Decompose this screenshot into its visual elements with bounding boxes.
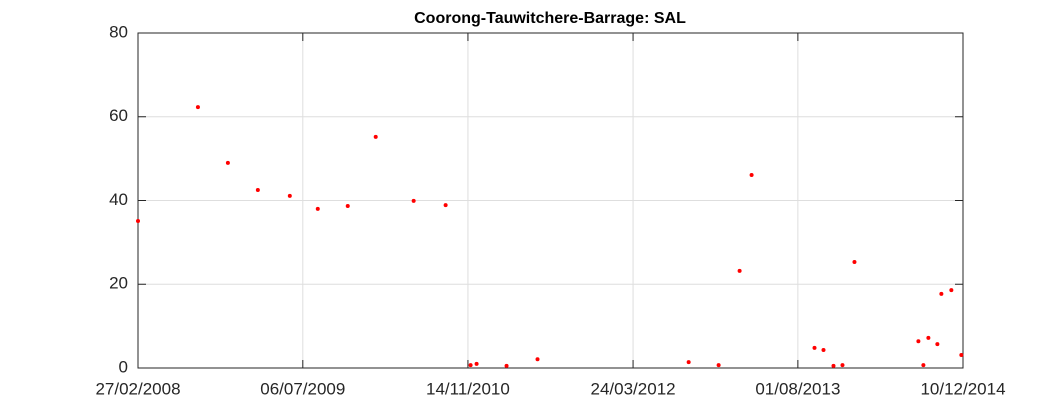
point (136, 219, 140, 224)
point (949, 288, 954, 293)
point (315, 206, 320, 211)
point (852, 260, 857, 265)
point (411, 198, 416, 203)
point (737, 268, 742, 273)
point (373, 134, 378, 139)
x-tick-label: 14/11/2010 (426, 379, 510, 398)
plot-frame (137, 32, 964, 369)
point (468, 363, 473, 368)
point (921, 363, 926, 368)
point (840, 363, 845, 368)
x-tick-label: 24/03/2012 (591, 379, 676, 398)
point (939, 291, 944, 296)
point (812, 345, 817, 350)
x-tick-label: 01/08/2013 (755, 379, 840, 398)
point (831, 363, 836, 368)
chart-title: Coorong-Tauwitchere-Barrage: SAL (414, 10, 686, 27)
point (686, 360, 691, 365)
point (345, 203, 350, 208)
x-tick-label: 27/02/2008 (95, 379, 180, 398)
y-tick-label: 20 (109, 274, 128, 293)
point (443, 203, 448, 208)
y-tick-label: 60 (109, 106, 128, 125)
point (716, 363, 721, 368)
x-tick-label: 10/12/2014 (920, 379, 1005, 398)
point (287, 193, 292, 198)
point (935, 342, 940, 347)
point (195, 105, 200, 110)
point (959, 353, 964, 358)
point (255, 188, 260, 193)
y-tick-label: 80 (109, 22, 128, 41)
point (749, 172, 754, 177)
x-tick-label: 06/07/2009 (260, 379, 345, 398)
point (225, 160, 230, 165)
point (821, 347, 826, 352)
point (474, 361, 479, 366)
point (535, 357, 540, 362)
point (504, 363, 509, 368)
point (916, 339, 921, 344)
point (926, 335, 931, 340)
y-tick-label: 0 (119, 357, 128, 376)
y-tick-label: 40 (109, 190, 128, 209)
